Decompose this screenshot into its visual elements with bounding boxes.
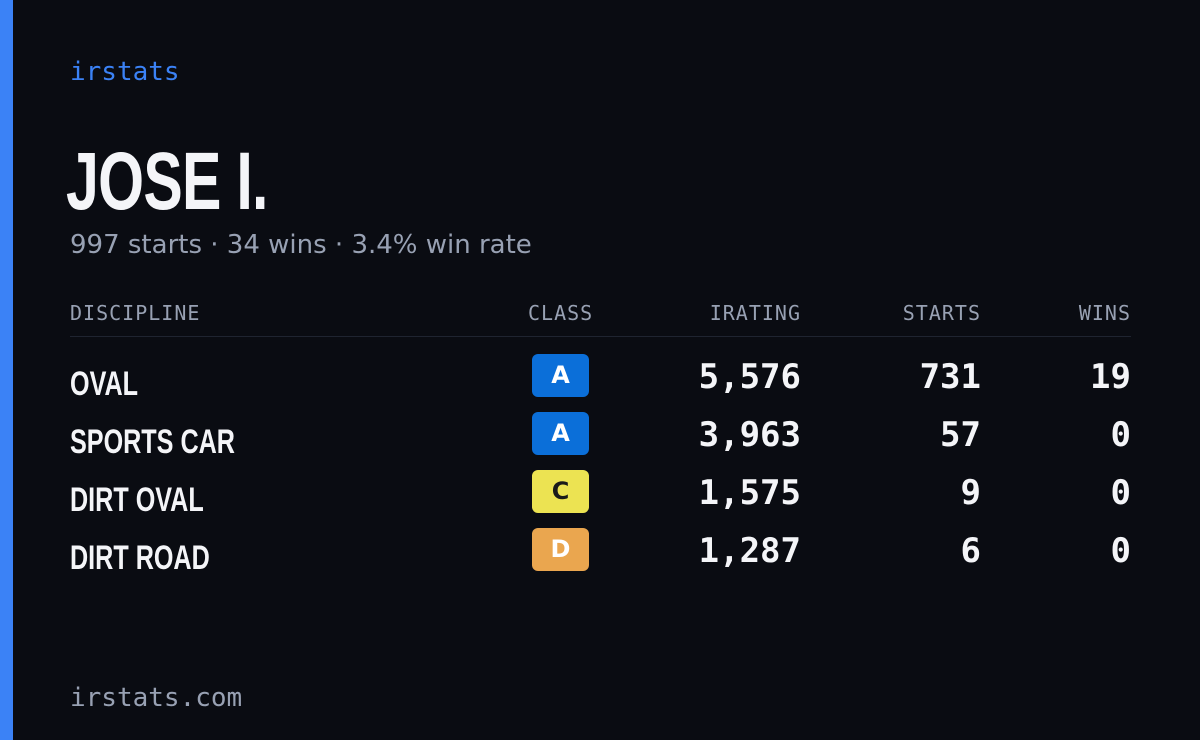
class-badge: D <box>532 528 589 571</box>
header-irating: IRATING <box>709 301 801 325</box>
wins-cell: 19 <box>1090 357 1131 397</box>
footer-url: irstats.com <box>70 683 243 713</box>
driver-name: JOSE I. <box>66 136 268 227</box>
header-class: CLASS <box>528 301 594 325</box>
header-wins: WINS <box>1078 301 1131 325</box>
discipline-cell: SPORTS CAR <box>70 423 235 461</box>
table-row: DIRT ROAD D 1,287 6 0 <box>70 528 1131 586</box>
discipline-table: DISCIPLINE CLASS IRATING STARTS WINS OVA… <box>70 296 1131 577</box>
irating-cell: 1,287 <box>698 531 801 571</box>
table-row: SPORTS CAR A 3,963 57 0 <box>70 412 1131 470</box>
discipline-cell: DIRT OVAL <box>70 481 204 519</box>
wins-cell: 0 <box>1110 473 1131 513</box>
wins-cell: 0 <box>1110 415 1131 455</box>
irating-cell: 1,575 <box>698 473 801 513</box>
irating-cell: 5,576 <box>698 357 801 397</box>
header-discipline: DISCIPLINE <box>70 301 201 325</box>
starts-cell: 57 <box>940 415 981 455</box>
header-starts: STARTS <box>902 301 981 325</box>
wins-cell: 0 <box>1110 531 1131 571</box>
table-row: DIRT OVAL C 1,575 9 0 <box>70 470 1131 528</box>
discipline-cell: DIRT ROAD <box>70 539 210 577</box>
accent-bar <box>0 0 13 740</box>
table-row: OVAL A 5,576 731 19 <box>70 354 1131 412</box>
table-header: DISCIPLINE CLASS IRATING STARTS WINS <box>70 296 1131 337</box>
discipline-cell: OVAL <box>70 365 139 403</box>
class-badge: A <box>532 412 589 455</box>
irating-cell: 3,963 <box>698 415 801 455</box>
starts-cell: 731 <box>919 357 981 397</box>
brand-logo: irstats <box>70 57 180 87</box>
class-badge: C <box>532 470 589 513</box>
starts-cell: 9 <box>960 473 981 513</box>
class-badge: A <box>532 354 589 397</box>
driver-summary: 997 starts · 34 wins · 3.4% win rate <box>70 230 532 260</box>
starts-cell: 6 <box>960 531 981 571</box>
